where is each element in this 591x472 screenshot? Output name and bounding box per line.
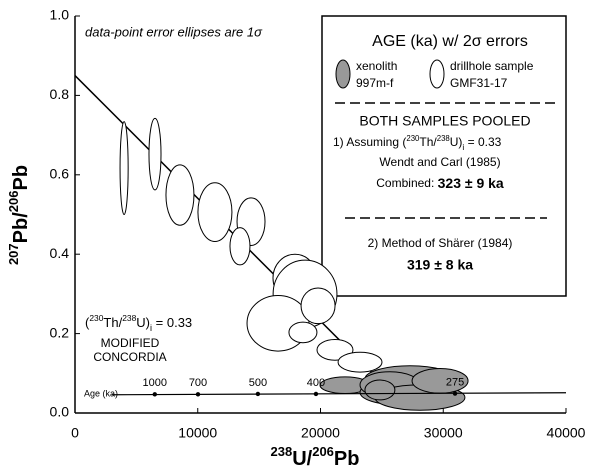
error-ellipse bbox=[229, 227, 251, 266]
annotation-part: Th/ bbox=[103, 315, 122, 330]
age-label: 275 bbox=[446, 376, 464, 388]
annotation-part: = 0.33 bbox=[152, 315, 192, 330]
x-axis-title-part: 238 bbox=[271, 444, 293, 459]
legend-swatch bbox=[335, 59, 351, 89]
legend-text: Wendt and Carl (1985) bbox=[379, 155, 500, 169]
legend-label: xenolith bbox=[356, 59, 397, 73]
x-tick-label: 10000 bbox=[178, 425, 217, 441]
error-ellipse bbox=[165, 164, 195, 226]
legend-text-part: 230 bbox=[406, 134, 420, 143]
legend-heading: BOTH SAMPLES POOLED bbox=[359, 113, 530, 129]
x-tick-label: 20000 bbox=[301, 425, 340, 441]
legend-text: 2) Method of Shärer (1984) bbox=[368, 236, 513, 250]
age-label: 500 bbox=[249, 377, 267, 389]
annotation-part: U) bbox=[136, 315, 150, 330]
legend-value: 323 ± 9 ka bbox=[438, 175, 504, 191]
y-axis-title: 207Pb/206Pb bbox=[6, 165, 32, 265]
age-marker bbox=[452, 391, 458, 396]
error-ellipse bbox=[119, 121, 129, 215]
age-label: 1000 bbox=[143, 377, 167, 389]
error-ellipse bbox=[197, 182, 233, 242]
legend-text-part: = 0.33 bbox=[464, 135, 501, 149]
legend-text: Combined: bbox=[376, 176, 437, 190]
y-tick-label: 0.2 bbox=[50, 324, 70, 340]
annotation-part: ( bbox=[85, 315, 90, 330]
y-tick-label: 0.0 bbox=[50, 404, 70, 420]
legend-label: GMF31-17 bbox=[450, 76, 508, 90]
y-tick-label: 0.4 bbox=[50, 245, 70, 261]
legend-title: AGE (ka) w/ 2σ errors bbox=[372, 33, 528, 50]
y-axis-title-part: 206 bbox=[6, 191, 21, 213]
error-ellipse bbox=[337, 351, 383, 373]
y-tick-label: 1.0 bbox=[50, 7, 70, 23]
concordia-line bbox=[111, 392, 567, 396]
y-axis-title-part: 207 bbox=[6, 243, 21, 265]
annotation-part: i bbox=[150, 323, 152, 333]
age-marker bbox=[255, 391, 261, 397]
y-tick-label: 0.8 bbox=[50, 86, 70, 102]
legend-text: Combined: 323 ± 9 ka bbox=[376, 175, 504, 191]
age-label: 700 bbox=[189, 377, 207, 389]
x-axis-title-part: Pb bbox=[334, 448, 360, 470]
y-axis-title-part: Pb bbox=[10, 165, 32, 191]
x-axis-title: 238U/206Pb bbox=[271, 444, 360, 470]
age-marker bbox=[195, 392, 201, 397]
error-ellipse bbox=[148, 117, 162, 191]
legend-box bbox=[321, 15, 567, 297]
legend-swatch bbox=[429, 59, 445, 89]
age-marker bbox=[313, 391, 319, 397]
legend-value: 319 ± 8 ka bbox=[407, 257, 473, 273]
legend-label: 997m-f bbox=[356, 76, 394, 90]
x-tick-label: 30000 bbox=[424, 425, 463, 441]
error-ellipse bbox=[288, 321, 318, 344]
x-tick-label: 0 bbox=[71, 425, 79, 441]
legend-text-part: 1) Assuming bbox=[333, 135, 402, 149]
y-tick-label: 0.6 bbox=[50, 166, 70, 182]
annotation-part: 238 bbox=[122, 313, 136, 323]
error-ellipse bbox=[300, 287, 336, 325]
x-axis-title-part: 206 bbox=[312, 444, 334, 459]
legend-text-part: ( bbox=[402, 135, 406, 149]
note: data-point error ellipses are 1σ bbox=[85, 24, 263, 39]
annotation: CONCORDIA bbox=[93, 350, 166, 364]
age-label: 400 bbox=[307, 377, 325, 389]
x-tick-label: 40000 bbox=[547, 425, 586, 441]
annotation-part: 230 bbox=[89, 313, 103, 323]
legend-text-part: 238 bbox=[437, 134, 450, 143]
annotation: MODIFIED bbox=[101, 336, 160, 350]
annotation: Age (ka) bbox=[84, 388, 118, 398]
legend-text-part: U) bbox=[450, 135, 463, 149]
annotation: (230Th/238U)i = 0.33 bbox=[85, 313, 192, 333]
y-axis-title-part: Pb/ bbox=[10, 212, 32, 244]
age-marker bbox=[152, 392, 157, 397]
x-axis-title-part: U/ bbox=[292, 448, 312, 470]
error-ellipse bbox=[364, 379, 396, 401]
legend-text-part: i bbox=[462, 142, 464, 152]
legend-label: drillhole sample bbox=[450, 59, 534, 73]
legend-text-part: Th/ bbox=[419, 135, 437, 149]
legend-text: 1) Assuming (230Th/238U)i = 0.33 bbox=[333, 134, 502, 153]
